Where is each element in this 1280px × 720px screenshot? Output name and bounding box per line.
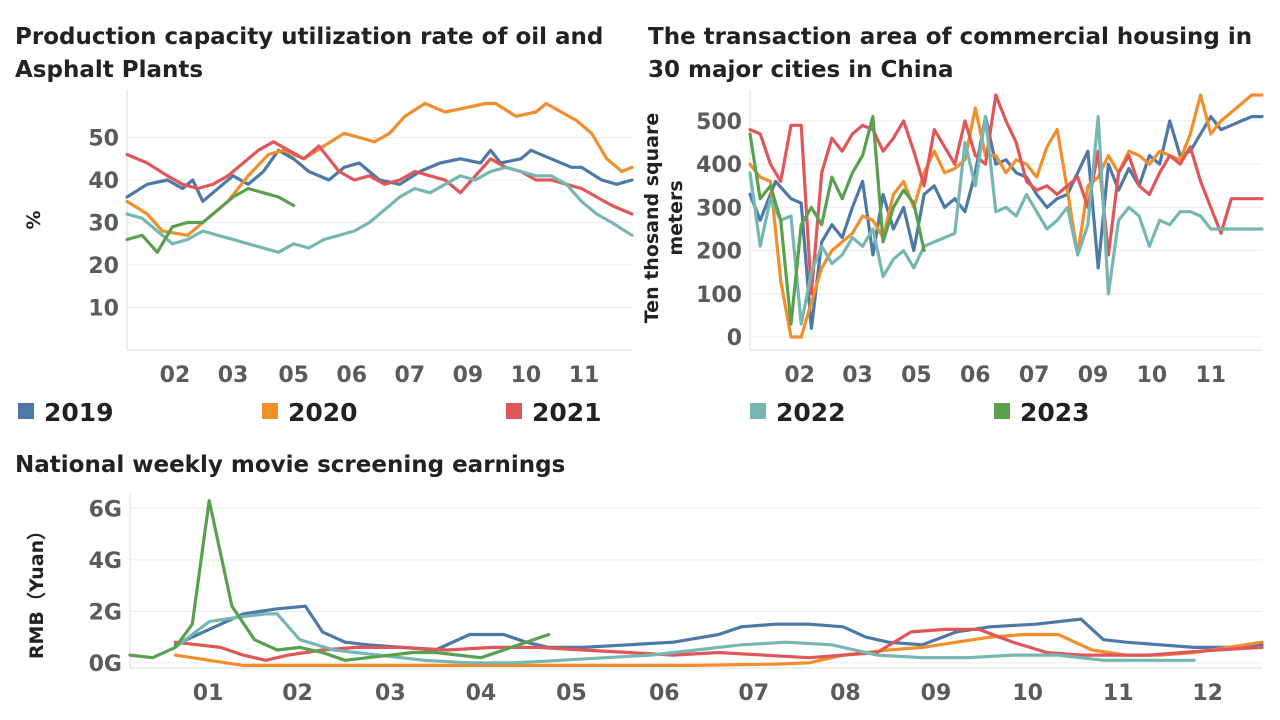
x-tick-label: 11 [1195,363,1226,388]
y-tick-label: 20 [88,254,119,279]
legend-label: 2020 [288,398,358,427]
series-line-2023 [125,186,296,254]
x-tick-label: 06 [336,363,367,388]
movie-earnings-chart: National weekly movie screening earnings… [15,452,1264,706]
x-tick-label: 09 [1078,363,1109,388]
legend-label: 2022 [776,398,846,427]
legend-label: 2021 [532,398,602,427]
series-line-2021 [173,627,1264,662]
x-tick-label: 11 [569,363,600,388]
x-tick-label: 11 [1103,681,1134,706]
chart-title-line-1: The transaction area of commercial housi… [648,24,1252,83]
y-tick-label: 50 [88,127,119,152]
x-tick-label: 07 [738,681,769,706]
legend-swatch [994,403,1010,419]
x-tick-label: 05 [901,363,932,388]
legend-item-2023: 2023 [994,398,1090,427]
legend-swatch [262,403,278,419]
y-tick-label: 0 [727,326,742,351]
x-tick-label: 07 [1019,363,1050,388]
legend-item-2019: 2019 [18,398,114,427]
series-line-2019 [125,148,634,203]
x-tick-label: 06 [960,363,991,388]
series-line-2022 [748,114,1264,326]
y-tick-label: 100 [696,283,742,308]
y-tick-label: 300 [696,196,742,221]
y-tick-label: 30 [88,212,119,237]
x-tick-label: 12 [1192,681,1223,706]
x-tick-label: 10 [1137,363,1168,388]
y-tick-label: 40 [88,169,119,194]
legend-label: 2023 [1020,398,1090,427]
x-tick-label: 05 [556,681,587,706]
x-tick-label: 10 [1012,681,1043,706]
legend-item-2022: 2022 [750,398,846,427]
y-axis-label: % [23,210,45,229]
legend-swatch [750,403,766,419]
legend-item-2021: 2021 [506,398,602,427]
y-tick-label: 500 [696,110,742,135]
x-tick-label: 03 [842,363,873,388]
series-line-2022 [173,612,1196,665]
x-tick-label: 09 [921,681,952,706]
y-tick-label: 4G [89,549,122,574]
x-tick-label: 02 [784,363,815,388]
x-tick-label: 01 [193,681,224,706]
x-tick-label: 04 [466,681,497,706]
series-line-2022 [125,165,634,254]
chart-title: National weekly movie screening earnings [15,452,565,478]
x-tick-label: 02 [282,681,313,706]
series-line-2020 [748,93,1264,339]
x-tick-label: 10 [511,363,542,388]
y-tick-label: 10 [88,297,119,322]
y-axis-label: Ten thosand square meters [641,113,687,324]
series-line-2021 [125,140,634,216]
housing-transaction-chart: The transaction area of commercial housi… [641,24,1264,388]
x-tick-label: 02 [160,363,191,388]
series-line-2021 [748,93,1264,296]
x-tick-label: 08 [830,681,861,706]
y-tick-label: 2G [89,600,122,625]
series-line-2019 [173,604,1264,652]
y-tick-label: 400 [696,153,742,178]
legend: 2019 2020 2021 2022 2023 [18,398,1090,427]
x-tick-label: 03 [218,363,249,388]
y-tick-label: 0G [89,652,122,677]
legend-label: 2019 [44,398,114,427]
x-tick-label: 09 [453,363,484,388]
x-tick-label: 03 [375,681,406,706]
y-tick-label: 200 [696,240,742,265]
x-tick-label: 06 [649,681,680,706]
chart-title-line-1: Production capacity utilization rate of … [15,24,603,83]
x-tick-label: 07 [394,363,425,388]
legend-swatch [18,403,34,419]
legend-swatch [506,403,522,419]
series-line-2023 [128,499,551,662]
x-tick-label: 05 [278,363,309,388]
legend-item-2020: 2020 [262,398,358,427]
y-axis-label: RMB（Yuan） [25,521,48,659]
series-line-2023 [748,114,926,326]
asphalt-utilization-chart: Production capacity utilization rate of … [15,24,634,388]
y-tick-label: 6G [89,497,122,522]
